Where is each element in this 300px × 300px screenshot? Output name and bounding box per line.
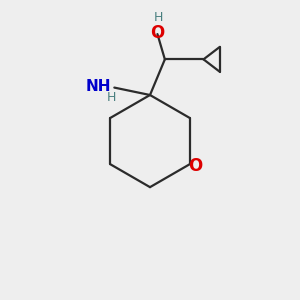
Text: H: H <box>107 92 116 104</box>
Text: H: H <box>154 11 164 24</box>
Text: O: O <box>150 24 165 42</box>
Text: NH: NH <box>85 80 111 94</box>
Text: O: O <box>188 157 202 175</box>
